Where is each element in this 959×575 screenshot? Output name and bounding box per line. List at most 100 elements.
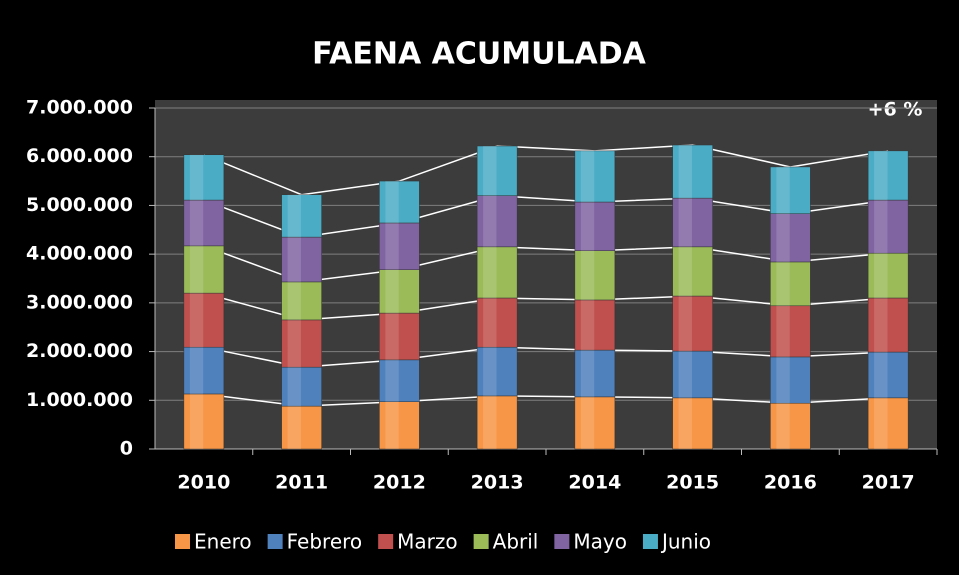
bar-segment [672, 397, 713, 450]
y-tick-label: 7.000.000 [26, 97, 133, 119]
bar-segment [574, 396, 616, 450]
bar-segment [281, 281, 322, 321]
x-tick-label: 2010 [177, 472, 230, 494]
bar-shine [287, 237, 301, 282]
bar-shine [776, 166, 790, 214]
bar-segment [574, 201, 616, 251]
legend-swatch [642, 534, 658, 549]
legend-swatch [473, 534, 489, 549]
legend-label: Junio [660, 530, 711, 554]
bar-shine [189, 293, 204, 348]
bar-shine [580, 150, 595, 203]
bar-shine [874, 397, 888, 449]
bar-segment [183, 393, 225, 450]
bar-segment [574, 299, 616, 351]
bar-segment [867, 150, 909, 201]
x-tick-label: 2012 [373, 472, 426, 494]
y-tick-label: 5.000.000 [26, 194, 133, 216]
bar-segment [379, 312, 420, 361]
bar-segment [867, 199, 909, 254]
bar-segment [183, 292, 225, 348]
bar-segment [379, 269, 420, 314]
bar-shine [874, 150, 888, 201]
x-tick-label: 2011 [275, 472, 328, 494]
x-tick-label: 2017 [862, 472, 915, 494]
bar-shine [483, 347, 497, 396]
bar-segment [183, 154, 225, 201]
bar-shine [287, 281, 301, 320]
bar-shine [776, 213, 790, 262]
bar-segment [281, 366, 322, 407]
bar-segment [574, 150, 616, 203]
bar-segment [281, 194, 322, 238]
bar-shine [287, 367, 301, 407]
annotation: +6 % [868, 99, 923, 121]
chart-title: FAENA ACUMULADA [312, 37, 647, 72]
bar-shine [483, 195, 497, 247]
bar-shine [580, 350, 595, 397]
bar-shine [385, 222, 399, 270]
bar-segment [476, 195, 518, 248]
legend-swatch [175, 534, 190, 549]
bar-shine [483, 246, 497, 298]
bar-shine [776, 356, 790, 404]
y-tick-label: 3.000.000 [26, 291, 133, 313]
legend-label: Marzo [397, 530, 457, 554]
bar-shine [580, 299, 595, 351]
bar-segment [770, 305, 811, 358]
bar-segment [379, 180, 420, 224]
bar-segment [672, 246, 713, 297]
bar-segment [770, 166, 811, 214]
bar-segment [867, 297, 909, 353]
bar-segment [476, 145, 518, 196]
bar-shine [483, 297, 497, 348]
x-tick-label: 2013 [471, 472, 524, 494]
bar-segment [183, 346, 225, 395]
legend-label: Febrero [287, 530, 363, 554]
bar-segment [867, 252, 909, 299]
bar-segment [476, 395, 518, 450]
bar-segment [379, 222, 420, 270]
legend-label: Enero [194, 530, 252, 554]
y-tick-label: 2.000.000 [26, 340, 133, 362]
bar-segment [770, 356, 811, 404]
bar-shine [678, 246, 692, 297]
bar-shine [385, 269, 399, 314]
bar-shine [189, 347, 204, 394]
bar-shine [874, 352, 888, 398]
bar-shine [678, 397, 692, 449]
bar-segment [867, 397, 909, 450]
bar-shine [776, 261, 790, 306]
bar-segment [281, 319, 322, 368]
bar-shine [678, 296, 692, 352]
bar-shine [483, 395, 497, 449]
bar-shine [678, 198, 692, 247]
legend-swatch [267, 534, 283, 549]
bar-shine [580, 396, 595, 449]
bar-segment [379, 359, 420, 402]
y-tick-label: 1.000.000 [26, 389, 133, 411]
bar-shine [287, 194, 301, 238]
bar-shine [678, 351, 692, 398]
bar-shine [483, 145, 497, 196]
legend-label: Abril [493, 530, 539, 554]
y-tick-label: 6.000.000 [26, 145, 133, 167]
bar-segment [281, 405, 322, 450]
bar-shine [287, 319, 301, 368]
bar-shine [580, 250, 595, 300]
bar-shine [189, 393, 204, 449]
bar-segment [672, 350, 713, 399]
x-tick-label: 2014 [568, 472, 621, 494]
bar-shine [385, 359, 399, 402]
bar-segment [281, 236, 322, 283]
legend-label: Mayo [573, 530, 627, 554]
bar-segment [476, 246, 518, 299]
bar-shine [287, 406, 301, 449]
bar-segment [770, 261, 811, 307]
bar-segment [379, 401, 420, 450]
series-line [203, 144, 889, 196]
bar-segment [672, 144, 713, 199]
bar-shine [874, 253, 888, 298]
bar-shine [580, 202, 595, 251]
